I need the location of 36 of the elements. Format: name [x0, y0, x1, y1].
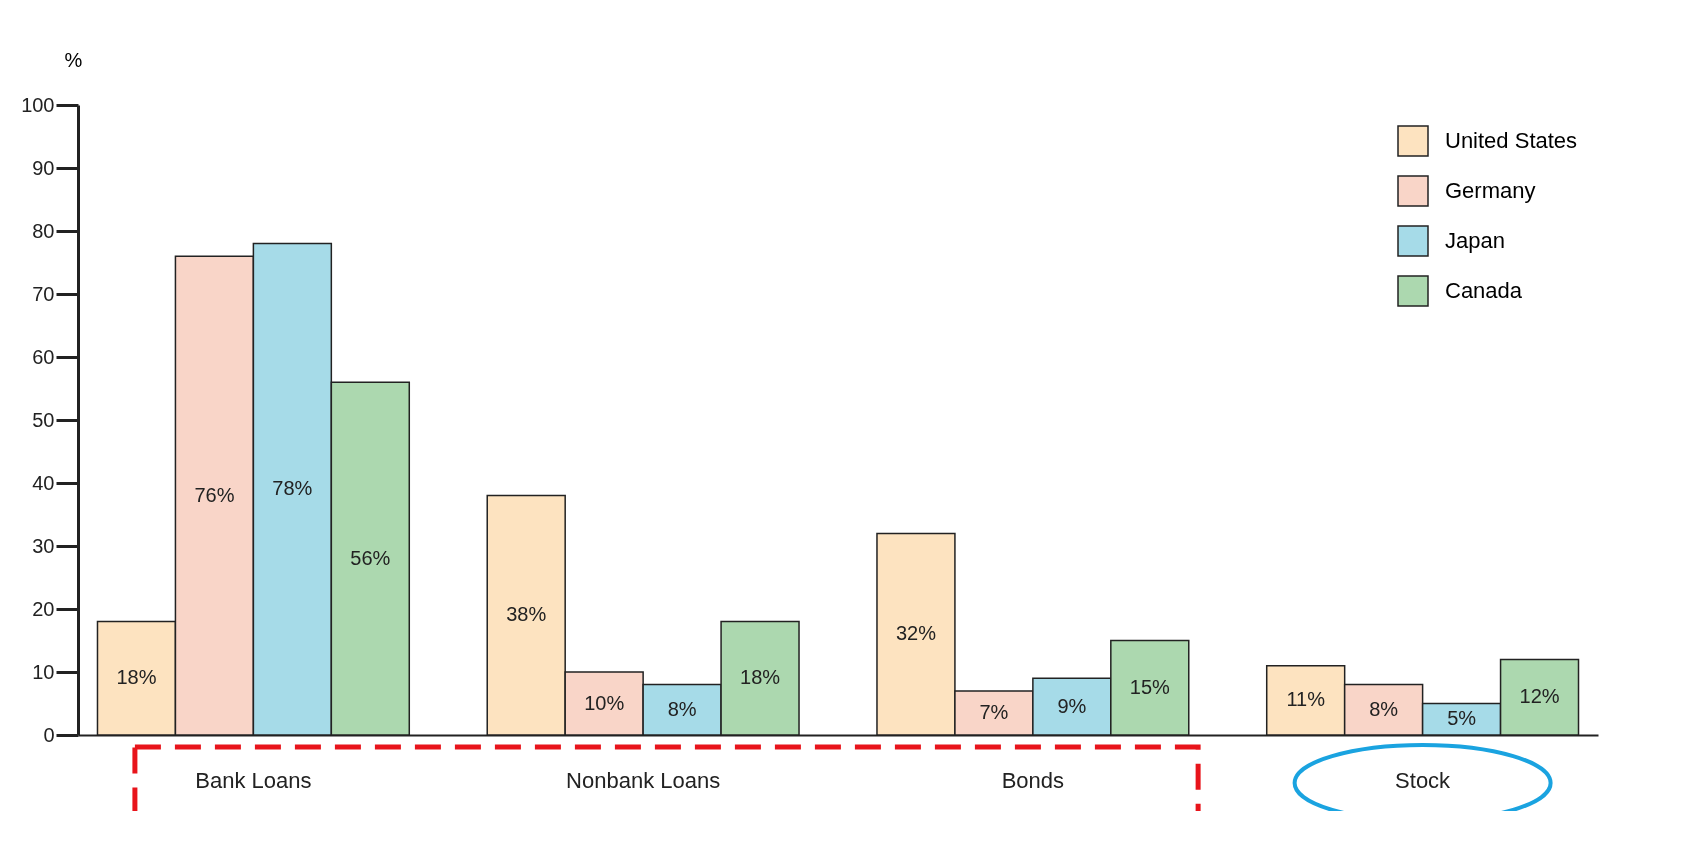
- y-tick-label: 0: [43, 723, 55, 746]
- data-label: 5%: [1447, 707, 1477, 730]
- x-tick-label: Stock: [1395, 767, 1452, 793]
- data-label: 12%: [1519, 685, 1560, 708]
- legend-label: Germany: [1445, 178, 1536, 203]
- data-label: 9%: [1057, 694, 1087, 717]
- data-label: 56%: [350, 546, 391, 569]
- y-tick-label: 90: [32, 156, 55, 179]
- y-tick-label: 40: [32, 471, 55, 494]
- data-label: 10%: [584, 691, 625, 714]
- y-tick-label: 10: [32, 660, 55, 683]
- y-tick-label: 60: [32, 345, 55, 368]
- x-tick-label: Bank Loans: [195, 767, 312, 793]
- legend-label: Japan: [1445, 228, 1505, 253]
- data-label: 8%: [1369, 697, 1399, 720]
- data-label: 18%: [116, 666, 157, 689]
- y-tick-label: 50: [32, 408, 55, 431]
- data-label: 8%: [667, 697, 697, 720]
- y-tick-label: 70: [32, 282, 55, 305]
- data-label: 7%: [979, 700, 1009, 723]
- legend-label: Canada: [1445, 278, 1523, 303]
- data-label: 76%: [194, 483, 235, 506]
- data-label: 32%: [895, 622, 937, 645]
- data-label: 38%: [506, 603, 547, 626]
- y-tick-label: 100: [21, 93, 55, 116]
- y-tick-label: 20: [32, 597, 55, 620]
- data-label: 11%: [1286, 688, 1326, 711]
- x-tick-label: Bonds: [1001, 767, 1065, 793]
- x-tick-label: Nonbank Loans: [566, 767, 721, 793]
- data-label: 78%: [272, 477, 313, 500]
- y-tick-label: 30: [32, 534, 55, 557]
- data-label: 18%: [740, 666, 781, 689]
- y-tick-label: 80: [32, 219, 55, 242]
- data-label: 15%: [1129, 675, 1171, 698]
- legend-label: United States: [1445, 128, 1578, 153]
- y-axis-title: %: [64, 48, 83, 71]
